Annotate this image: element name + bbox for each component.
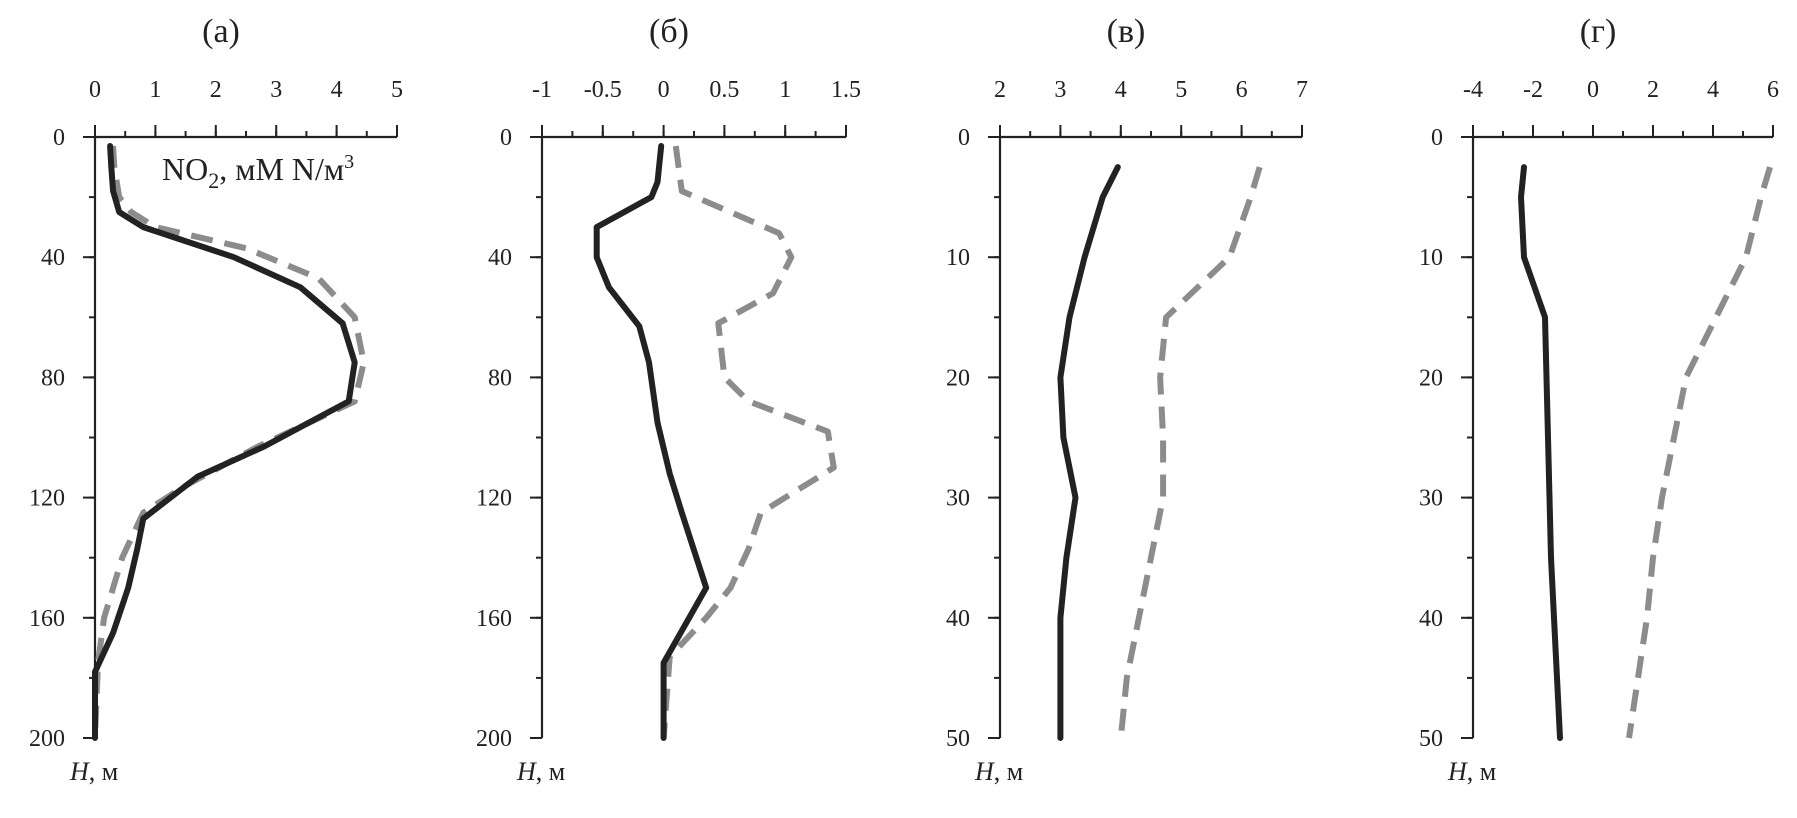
y-tick-label: 160 bbox=[29, 606, 65, 632]
y-tick-label: 200 bbox=[29, 726, 65, 752]
y-axis-title-symbol: H bbox=[516, 757, 537, 786]
panel-label: (б) bbox=[649, 13, 689, 50]
y-tick-label: 50 bbox=[946, 726, 970, 752]
x-tick-label: 6 bbox=[1236, 77, 1248, 103]
x-tick-label: -2 bbox=[1523, 77, 1543, 103]
y-tick-label: 120 bbox=[476, 486, 512, 512]
y-axis-title-unit: , м bbox=[536, 757, 565, 786]
y-tick-label: 40 bbox=[41, 245, 65, 271]
chart-panel-3: (в) 2 3 4 5 6 7 0 10 20 30 40 50H, м bbox=[946, 13, 1308, 786]
series-line-solid bbox=[1057, 164, 1121, 741]
x-tick-label: 3 bbox=[1054, 77, 1066, 103]
series-line-solid bbox=[1518, 164, 1563, 741]
y-tick-label: 0 bbox=[958, 125, 970, 151]
y-tick-label: 30 bbox=[1419, 486, 1443, 512]
series-line-dashed bbox=[1117, 166, 1263, 739]
y-tick-label: 10 bbox=[946, 245, 970, 271]
y-axis-title-unit: , м bbox=[1467, 757, 1496, 786]
x-tick-label: 7 bbox=[1296, 77, 1308, 103]
x-tick-label: 1.5 bbox=[831, 77, 861, 103]
series-line-solid bbox=[92, 143, 358, 741]
y-axis-title: H, м bbox=[974, 757, 1023, 786]
annotation-main: NO bbox=[162, 151, 208, 187]
y-tick-label: 20 bbox=[946, 365, 970, 391]
x-tick-label: 0 bbox=[658, 77, 670, 103]
x-tick-label: 1 bbox=[779, 77, 791, 103]
x-tick-label: 6 bbox=[1767, 77, 1779, 103]
y-axis-title-symbol: H bbox=[974, 757, 995, 786]
x-tick-label: 0 bbox=[1587, 77, 1599, 103]
y-tick-label: 160 bbox=[476, 606, 512, 632]
y-tick-label: 80 bbox=[41, 365, 65, 391]
y-tick-label: 0 bbox=[500, 125, 512, 151]
y-tick-label: 0 bbox=[53, 125, 65, 151]
panel-label: (а) bbox=[202, 13, 240, 50]
x-tick-label: -1 bbox=[532, 77, 552, 103]
annotation-rest: , мМ N/м bbox=[219, 151, 344, 187]
y-axis-title: H, м bbox=[516, 757, 565, 786]
x-tick-label: 2 bbox=[994, 77, 1006, 103]
x-tick-label: 4 bbox=[1115, 77, 1127, 103]
y-tick-label: 120 bbox=[29, 486, 65, 512]
series-line-dashed bbox=[660, 145, 837, 739]
x-tick-label: 0 bbox=[89, 77, 101, 103]
x-tick-label: 3 bbox=[270, 77, 282, 103]
y-tick-label: 50 bbox=[1419, 726, 1443, 752]
panel-label: (в) bbox=[1107, 13, 1146, 50]
x-tick-label: 0.5 bbox=[709, 77, 739, 103]
y-tick-label: 0 bbox=[1431, 125, 1443, 151]
y-axis-title-symbol: H bbox=[1447, 757, 1468, 786]
x-tick-label: 4 bbox=[331, 77, 343, 103]
y-tick-label: 30 bbox=[946, 486, 970, 512]
series-line-dashed bbox=[92, 145, 367, 739]
y-tick-label: 20 bbox=[1419, 365, 1443, 391]
y-axis-title-unit: , м bbox=[89, 757, 118, 786]
y-axis-title: H, м bbox=[1447, 757, 1496, 786]
y-tick-label: 40 bbox=[946, 606, 970, 632]
y-tick-label: 10 bbox=[1419, 245, 1443, 271]
x-tick-label: 2 bbox=[1647, 77, 1659, 103]
x-tick-label: -0.5 bbox=[584, 77, 622, 103]
y-tick-label: 40 bbox=[1419, 606, 1443, 632]
x-tick-label: 5 bbox=[391, 77, 403, 103]
panel-label: (г) bbox=[1580, 13, 1617, 50]
x-tick-label: 1 bbox=[149, 77, 161, 103]
y-axis-title-symbol: H bbox=[69, 757, 90, 786]
y-tick-label: 200 bbox=[476, 726, 512, 752]
annotation-sup: 3 bbox=[344, 151, 354, 173]
series-line-solid bbox=[593, 143, 710, 741]
y-axis-title: H, м bbox=[69, 757, 118, 786]
chart-panel-4: (г) -4 -2 0 2 4 6 0 10 20 30 40 50H, м bbox=[1419, 13, 1779, 786]
y-tick-label: 40 bbox=[488, 245, 512, 271]
x-tick-label: 5 bbox=[1175, 77, 1187, 103]
y-axis-title-unit: , м bbox=[994, 757, 1023, 786]
quantity-annotation: NO2, мМ N/м3 bbox=[162, 151, 354, 193]
x-tick-label: -4 bbox=[1463, 77, 1483, 103]
x-tick-label: 2 bbox=[210, 77, 222, 103]
series-line-dashed bbox=[1626, 166, 1773, 739]
x-tick-label: 4 bbox=[1707, 77, 1719, 103]
annotation-sub: 2 bbox=[208, 168, 219, 193]
y-tick-label: 80 bbox=[488, 365, 512, 391]
